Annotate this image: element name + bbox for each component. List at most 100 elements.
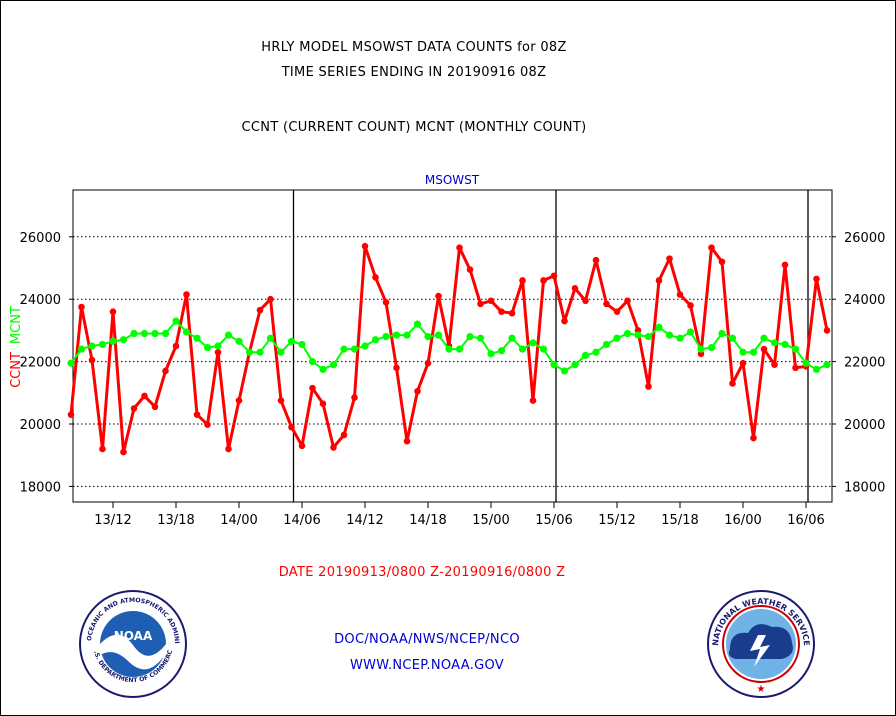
data-point-ccnt xyxy=(309,384,316,392)
x-tick-label: 15/00 xyxy=(472,513,509,528)
data-point-mcnt xyxy=(602,340,611,349)
chart-title-line-3: CCNT (CURRENT COUNT) MCNT (MONTHLY COUNT… xyxy=(241,120,587,135)
data-point-mcnt xyxy=(161,329,170,338)
data-point-mcnt xyxy=(760,334,768,342)
data-point-mcnt xyxy=(718,329,726,338)
data-point-ccnt xyxy=(225,445,232,453)
data-point-mcnt xyxy=(550,361,558,369)
data-point-ccnt xyxy=(319,400,327,408)
data-point-ccnt xyxy=(487,297,495,305)
y-tick-label-right: 20000 xyxy=(844,418,885,433)
data-point-ccnt xyxy=(645,383,652,390)
data-point-mcnt xyxy=(298,340,306,349)
data-point-mcnt xyxy=(739,348,747,356)
data-point-ccnt xyxy=(540,277,547,284)
data-point-ccnt xyxy=(67,411,75,418)
org-label: DOC/NOAA/NWS/NCEP/NCO xyxy=(334,632,520,647)
website-link[interactable]: WWW.NCEP.NOAA.GOV xyxy=(349,658,505,673)
data-point-ccnt xyxy=(823,327,831,334)
data-point-ccnt xyxy=(288,423,295,431)
data-point-mcnt xyxy=(382,333,390,341)
data-point-ccnt xyxy=(340,431,348,439)
data-point-mcnt xyxy=(518,345,527,353)
y-tick-label-left: 22000 xyxy=(20,356,61,371)
data-point-ccnt xyxy=(655,277,663,284)
data-point-ccnt xyxy=(141,392,148,400)
data-point-mcnt xyxy=(728,334,737,342)
y-tick-label-right: 18000 xyxy=(844,480,885,495)
data-point-mcnt xyxy=(749,348,758,356)
data-point-mcnt xyxy=(340,345,348,353)
data-point-mcnt xyxy=(266,334,275,342)
x-tick-label: 13/12 xyxy=(94,513,131,528)
data-point-mcnt xyxy=(623,329,632,338)
data-point-mcnt xyxy=(214,342,222,350)
data-point-ccnt xyxy=(498,308,505,315)
y-tick-label-right: 22000 xyxy=(844,356,885,371)
data-point-ccnt xyxy=(403,437,411,445)
data-point-ccnt xyxy=(550,272,558,280)
data-point-ccnt xyxy=(508,309,516,317)
plot-area xyxy=(72,189,833,503)
data-point-mcnt xyxy=(434,331,443,339)
data-point-ccnt xyxy=(372,274,379,281)
nws-logo: NATIONAL WEATHER SERVICE ★ xyxy=(707,590,815,698)
x-tick-label: 14/00 xyxy=(220,513,257,528)
data-point-mcnt xyxy=(413,320,422,328)
data-point-ccnt xyxy=(298,442,306,450)
data-point-ccnt xyxy=(435,292,442,300)
data-point-mcnt xyxy=(665,331,674,339)
y-axis-label-mcnt: MCNT xyxy=(9,306,24,344)
data-point-ccnt xyxy=(666,255,673,262)
data-point-ccnt xyxy=(561,317,568,325)
data-point-ccnt xyxy=(792,364,799,372)
y-tick-label-right: 24000 xyxy=(844,293,885,308)
data-point-ccnt xyxy=(267,295,274,303)
data-point-mcnt xyxy=(539,345,548,353)
data-point-ccnt xyxy=(256,306,264,314)
noaa-logo: NOAA NATIONAL OCEANIC AND ATMOSPHERIC AD… xyxy=(78,589,187,698)
data-point-mcnt xyxy=(644,333,653,341)
data-point-ccnt xyxy=(193,411,201,418)
x-tick-label: 14/12 xyxy=(346,513,383,528)
data-point-mcnt xyxy=(140,329,149,338)
data-point-ccnt xyxy=(414,387,421,395)
data-point-mcnt xyxy=(130,329,138,338)
data-point-ccnt xyxy=(519,277,526,284)
chart-title-line-2: TIME SERIES ENDING IN 20190916 08Z xyxy=(281,65,547,80)
data-point-mcnt xyxy=(287,337,296,345)
data-point-mcnt xyxy=(98,340,107,349)
data-point-mcnt xyxy=(88,342,96,350)
data-point-ccnt xyxy=(760,345,768,353)
data-point-ccnt xyxy=(109,308,117,315)
data-point-mcnt xyxy=(791,345,800,353)
data-point-mcnt xyxy=(224,331,233,339)
data-point-ccnt xyxy=(393,364,400,372)
data-point-mcnt xyxy=(781,340,789,349)
data-point-ccnt xyxy=(456,244,463,252)
data-point-mcnt xyxy=(424,333,432,341)
data-point-mcnt xyxy=(476,334,485,342)
nws-star-icon: ★ xyxy=(757,684,766,695)
data-point-mcnt xyxy=(392,331,401,339)
data-point-ccnt xyxy=(477,300,484,308)
data-point-mcnt xyxy=(676,334,684,342)
data-point-mcnt xyxy=(371,336,380,344)
data-point-mcnt xyxy=(151,329,159,338)
data-point-mcnt xyxy=(361,342,369,350)
x-tick-label: 14/18 xyxy=(409,513,446,528)
data-point-ccnt xyxy=(750,434,757,442)
data-point-mcnt xyxy=(508,334,516,342)
data-point-mcnt xyxy=(245,348,254,356)
data-point-ccnt xyxy=(162,367,169,375)
data-point-mcnt xyxy=(182,328,191,336)
data-point-mcnt xyxy=(613,334,621,342)
data-point-mcnt xyxy=(172,317,180,325)
data-point-mcnt xyxy=(256,348,264,356)
data-point-ccnt xyxy=(130,405,138,412)
data-point-mcnt xyxy=(77,345,86,353)
data-point-ccnt xyxy=(708,244,715,252)
y-axis-label: CCNT MCNT xyxy=(9,306,24,388)
data-point-ccnt xyxy=(204,421,211,428)
data-point-mcnt xyxy=(707,343,716,352)
